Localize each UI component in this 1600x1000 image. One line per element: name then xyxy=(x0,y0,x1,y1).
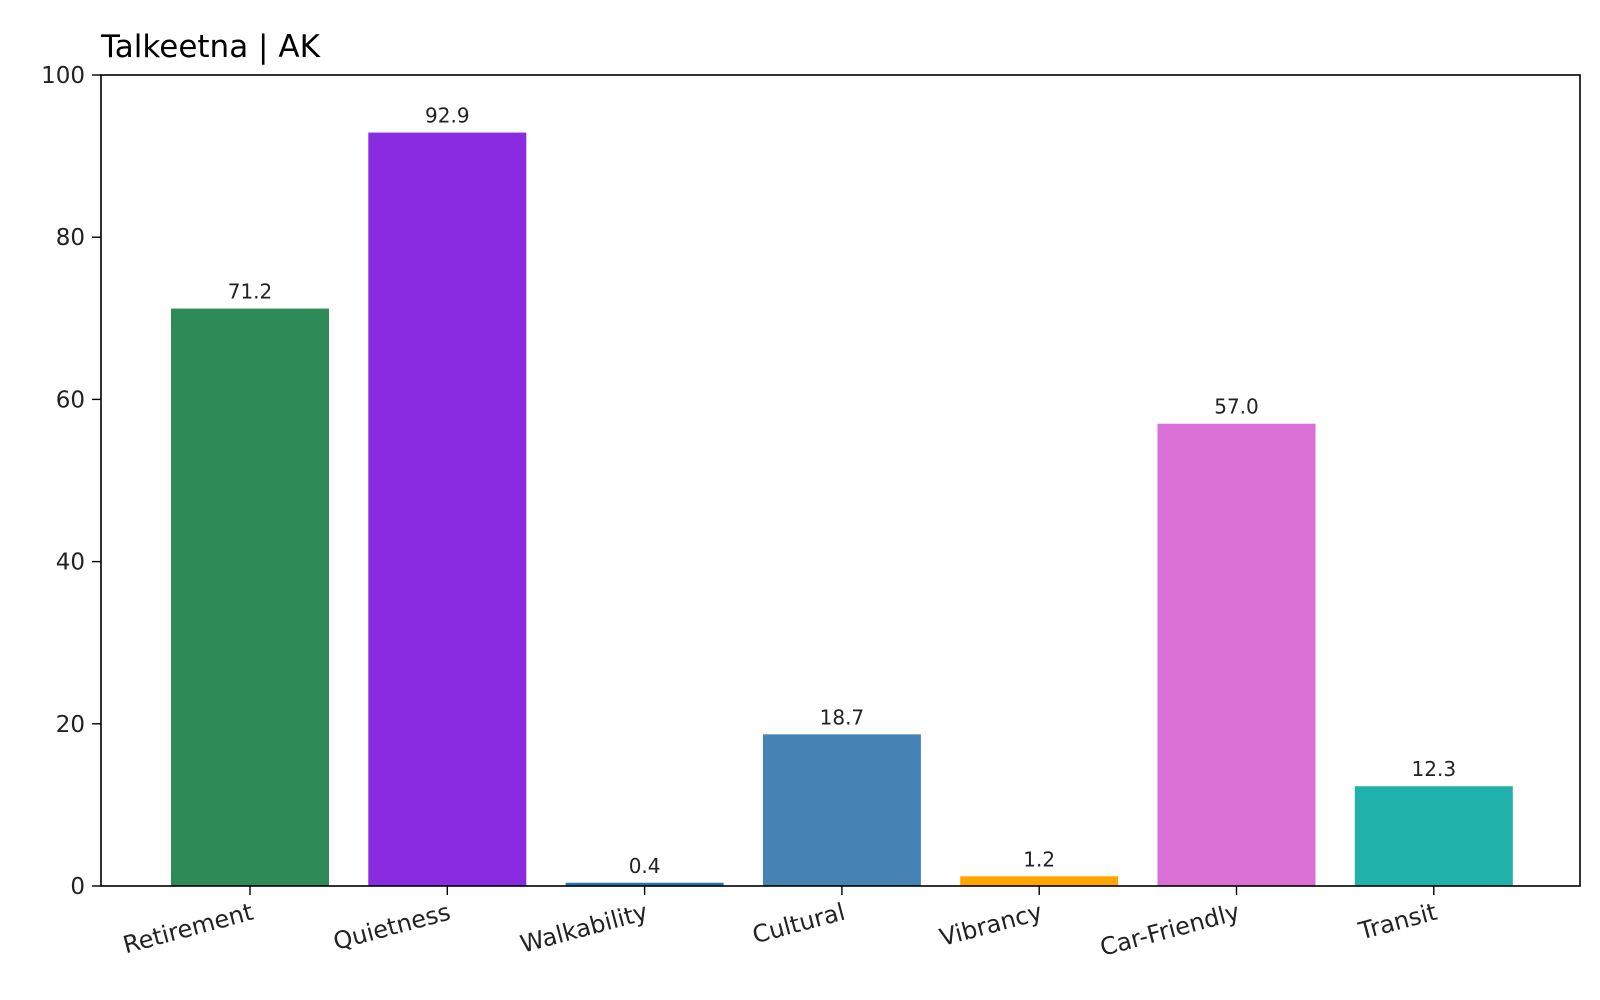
y-tick-label: 0 xyxy=(70,874,85,900)
x-tick-label: Car-Friendly xyxy=(1097,898,1243,962)
x-tick-label: Walkability xyxy=(517,898,650,959)
bar-value-label: 1.2 xyxy=(1023,847,1055,871)
bar-car-friendly xyxy=(1157,423,1316,886)
bar-walkability xyxy=(565,882,724,886)
bar-value-label: 57.0 xyxy=(1214,395,1259,419)
bar-transit xyxy=(1354,786,1513,886)
y-axis: 0 20 40 60 80 100 xyxy=(41,63,101,900)
x-tick-label: Transit xyxy=(1355,898,1440,946)
bar-value-label: 0.4 xyxy=(629,854,661,878)
y-tick-label: 100 xyxy=(41,63,85,89)
bars-layer: 71.2 92.9 0.4 18.7 1.2 57.0 12.3 xyxy=(171,104,1513,886)
y-tick-label: 80 xyxy=(56,225,85,251)
bar-value-label: 18.7 xyxy=(820,705,865,729)
y-tick-label: 40 xyxy=(56,550,85,576)
bar-cultural xyxy=(762,734,921,886)
x-tick-label: Retirement xyxy=(120,898,256,960)
plot-frame xyxy=(100,74,1581,887)
y-tick-label: 20 xyxy=(56,712,85,738)
bar-quietness xyxy=(368,132,527,886)
bar-value-label: 92.9 xyxy=(425,104,470,128)
y-tick-label: 60 xyxy=(56,387,85,413)
bar-value-label: 71.2 xyxy=(228,280,273,304)
x-tick-label: Cultural xyxy=(749,898,848,950)
chart-title: Talkeetna | AK xyxy=(100,29,321,65)
x-tick-label: Vibrancy xyxy=(937,898,1046,952)
bar-vibrancy xyxy=(960,876,1119,886)
x-tick-label: Quietness xyxy=(330,898,453,956)
bar-retirement xyxy=(171,308,329,886)
bar-value-label: 12.3 xyxy=(1412,757,1457,781)
x-axis: Retirement Quietness Walkability Cultural Vi… xyxy=(120,886,1440,962)
